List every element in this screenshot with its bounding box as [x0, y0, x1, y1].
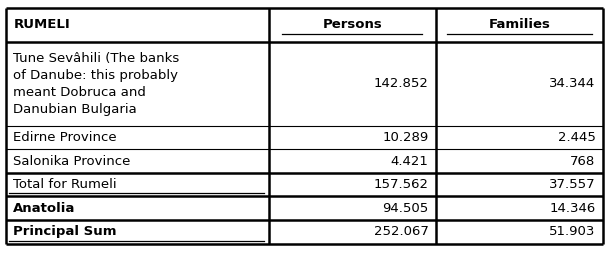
- Text: Principal Sum: Principal Sum: [13, 225, 117, 238]
- Text: 2.445: 2.445: [558, 131, 596, 144]
- Text: Anatolia: Anatolia: [13, 202, 76, 215]
- Text: Tune Sevâhili (The banks
of Danube: this probably
meant Dobruca and
Danubian Bul: Tune Sevâhili (The banks of Danube: this…: [13, 52, 180, 116]
- Text: Persons: Persons: [322, 18, 382, 31]
- Text: 142.852: 142.852: [373, 77, 429, 90]
- Text: 4.421: 4.421: [390, 155, 429, 168]
- Text: Edirne Province: Edirne Province: [13, 131, 117, 144]
- Text: Salonika Province: Salonika Province: [13, 155, 131, 168]
- Text: 252.067: 252.067: [373, 225, 429, 238]
- Text: 10.289: 10.289: [382, 131, 429, 144]
- Text: Families: Families: [488, 18, 551, 31]
- Text: 157.562: 157.562: [373, 178, 429, 191]
- Text: 94.505: 94.505: [382, 202, 429, 215]
- Text: 37.557: 37.557: [549, 178, 596, 191]
- Text: 14.346: 14.346: [549, 202, 596, 215]
- Text: RUMELI: RUMELI: [13, 18, 70, 31]
- Text: 51.903: 51.903: [549, 225, 596, 238]
- Text: 768: 768: [571, 155, 596, 168]
- Text: 34.344: 34.344: [549, 77, 596, 90]
- Text: Total for Rumeli: Total for Rumeli: [13, 178, 117, 191]
